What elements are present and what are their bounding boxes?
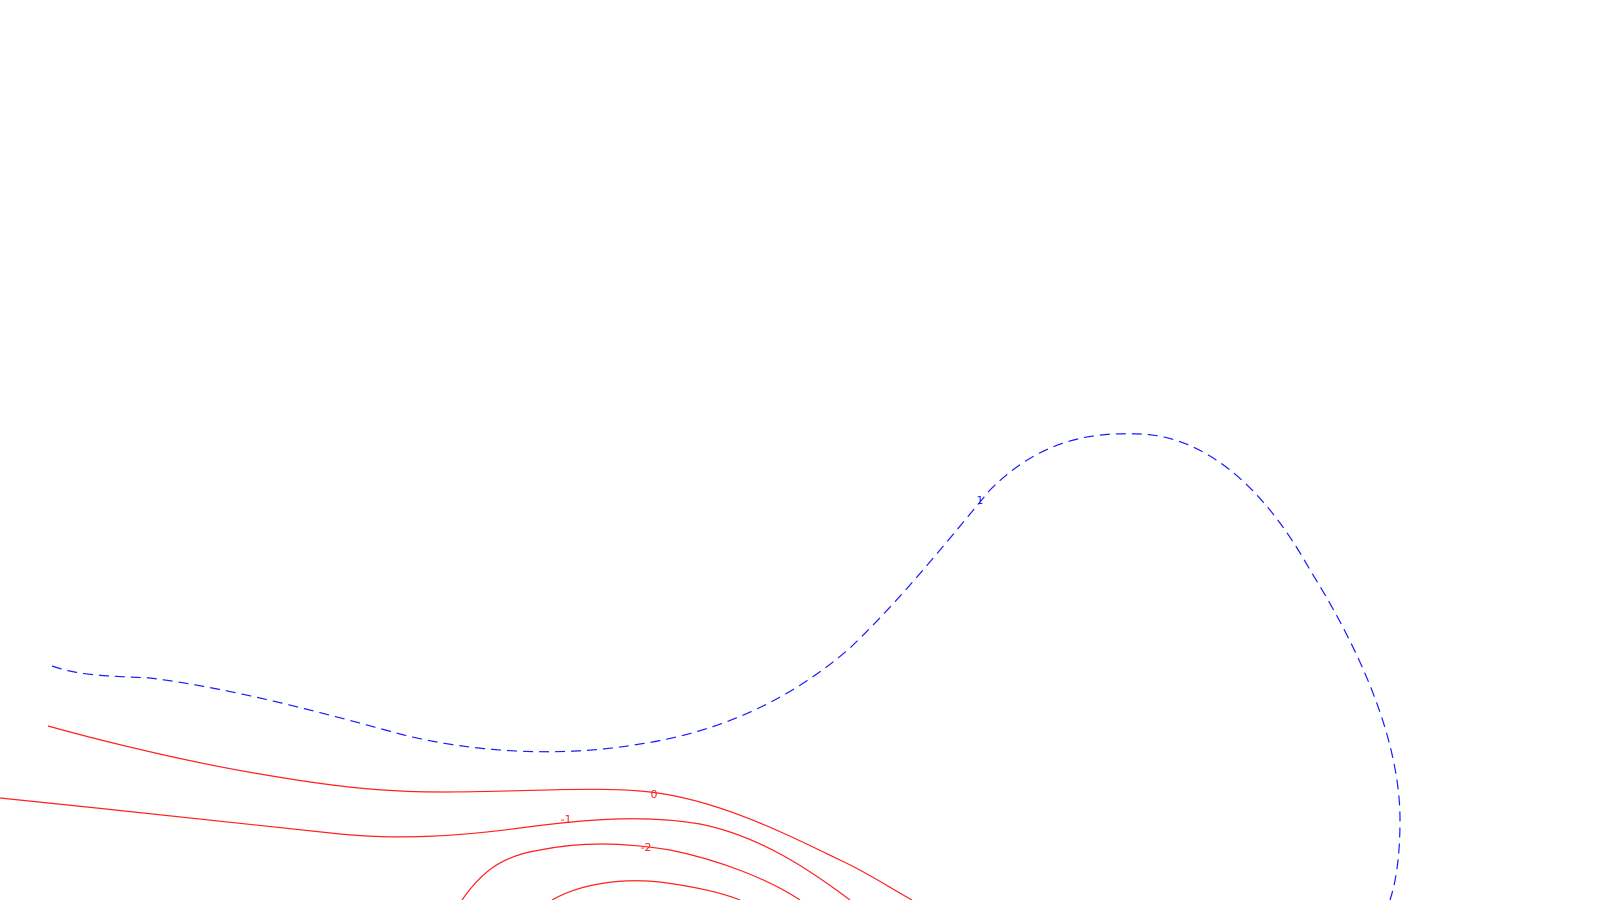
contour-label-level-neg2: -2 [641, 841, 652, 854]
contour-label-level-1: 1 [977, 494, 984, 507]
contour-level-1: 1 [51, 433, 1401, 900]
contour-line-level-neg1 [0, 797, 851, 900]
contour-line-level-0 [47, 725, 913, 900]
contour-label-level-neg1: -1 [561, 813, 572, 826]
contour-level-neg1: -1 [0, 797, 851, 900]
contour-line-level-1 [51, 433, 1401, 900]
contour-level-neg2: -2 [461, 841, 801, 900]
contour-line-level-inner [551, 880, 741, 900]
contour-label-level-0: 0 [651, 788, 658, 801]
contour-level-inner [551, 880, 741, 900]
contour-line-level-neg2 [461, 843, 801, 900]
contour-level-0: 0 [47, 725, 913, 900]
